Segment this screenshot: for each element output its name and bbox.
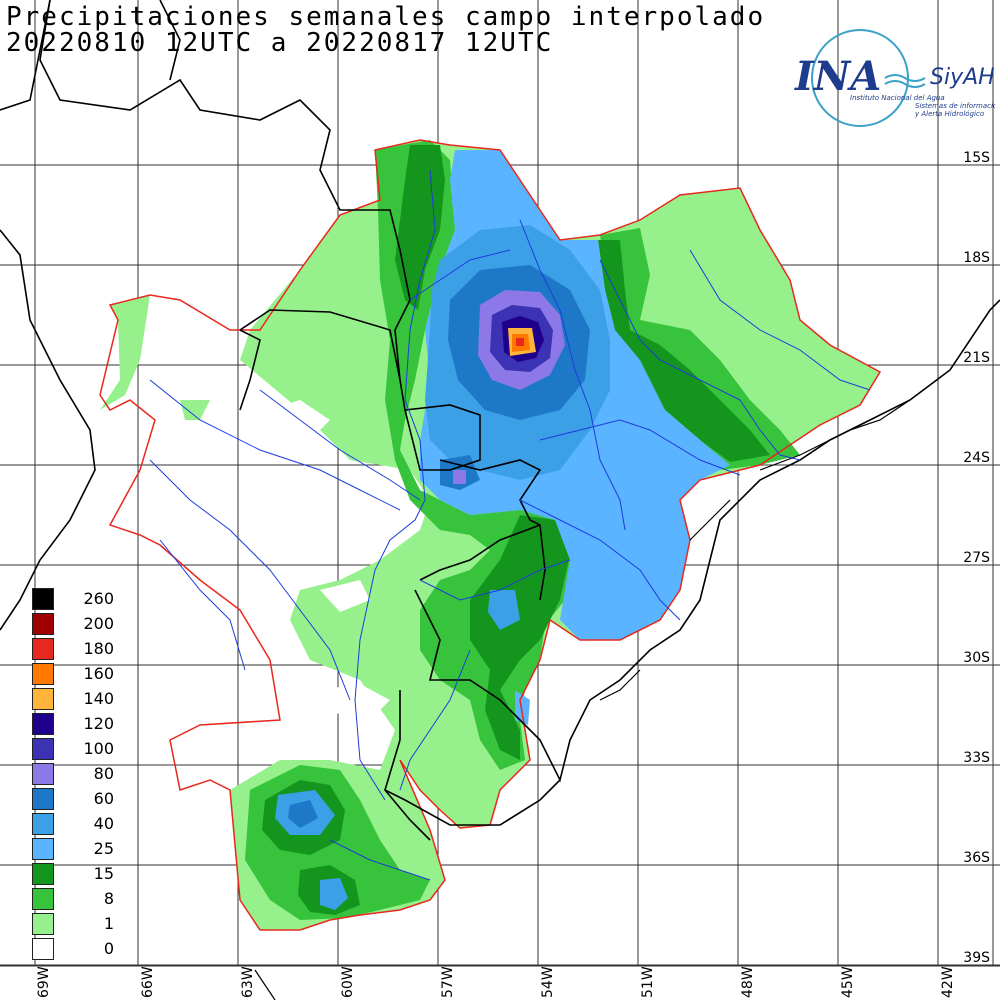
longitude-label: 69W <box>36 966 52 998</box>
longitude-label: 54W <box>540 966 556 998</box>
legend-row: 180 <box>32 636 114 661</box>
legend-label: 140 <box>83 689 114 708</box>
map-date-range: 20220810 12UTC a 20220817 12UTC <box>6 28 554 58</box>
longitude-label: 63W <box>240 966 256 998</box>
legend-label: 180 <box>83 639 114 658</box>
legend-label: 60 <box>93 789 114 808</box>
field-40mm-d <box>320 878 348 910</box>
legend-swatch <box>32 662 54 685</box>
legend-label: 120 <box>83 714 114 733</box>
legend-row: 15 <box>32 861 114 886</box>
svg-text:Instituto Nacional del Agua: Instituto Nacional del Agua <box>850 94 945 102</box>
latitude-label: 18S <box>963 250 990 266</box>
coastline <box>254 399 911 1000</box>
field-1mm-w <box>180 400 210 420</box>
legend-swatch <box>32 762 54 785</box>
legend-label: 80 <box>93 764 114 783</box>
legend-row: 120 <box>32 711 114 736</box>
latitude-label: 30S <box>963 650 990 666</box>
latitude-label: 39S <box>963 950 990 966</box>
precip-fields <box>100 140 880 930</box>
field-40mm-b <box>488 590 520 630</box>
field-60mm-c <box>288 800 318 828</box>
legend-row: 140 <box>32 686 114 711</box>
legend-swatch <box>32 912 54 935</box>
latitude-label: 36S <box>963 850 990 866</box>
field-15mm-mid <box>470 515 570 760</box>
legend-label: 25 <box>93 839 114 858</box>
longitude-label: 51W <box>640 966 656 998</box>
field-1mm-nw <box>100 295 150 410</box>
legend-row: 160 <box>32 661 114 686</box>
legend-swatch <box>32 887 54 910</box>
legend-swatch <box>32 737 54 760</box>
legend-swatch <box>32 937 54 960</box>
legend-row: 1 <box>32 911 114 936</box>
legend-row: 40 <box>32 811 114 836</box>
field-180mm <box>516 338 524 346</box>
legend-label: 0 <box>103 939 114 958</box>
legend-swatch <box>32 637 54 660</box>
field-25mm-b <box>515 690 530 725</box>
logo-ina-text: INA <box>794 53 881 100</box>
legend-row: 100 <box>32 736 114 761</box>
legend-row: 8 <box>32 886 114 911</box>
longitude-label: 60W <box>340 966 356 998</box>
legend-label: 1 <box>103 914 114 933</box>
longitude-label: 45W <box>840 966 856 998</box>
legend-label: 160 <box>83 664 114 683</box>
legend-row: 0 <box>32 936 114 961</box>
legend-row: 260 <box>32 586 114 611</box>
legend-swatch <box>32 812 54 835</box>
ina-siyah-logo: INA SiyAH Instituto Nacional del Agua Si… <box>790 28 1000 138</box>
field-8mm-east <box>600 228 800 470</box>
basin-boundary <box>99 139 882 931</box>
svg-text:Sistemas de información: Sistemas de información <box>915 102 995 110</box>
latitude-label: 24S <box>963 450 990 466</box>
latitude-label: 21S <box>963 350 990 366</box>
precip-legend: 260 200 180 160 140 120 100 80 60 40 25 15 8 1 0 <box>32 586 114 961</box>
legend-swatch <box>32 612 54 635</box>
legend-label: 200 <box>83 614 114 633</box>
legend-row: 200 <box>32 611 114 636</box>
legend-row: 25 <box>32 836 114 861</box>
legend-swatch <box>32 687 54 710</box>
country-borders <box>0 0 1000 841</box>
rivers <box>149 169 871 881</box>
longitude-label: 57W <box>440 966 456 998</box>
legend-swatch <box>32 787 54 810</box>
field-15mm <box>395 145 445 310</box>
legend-label: 8 <box>103 889 114 908</box>
legend-swatch <box>32 712 54 735</box>
legend-swatch <box>32 862 54 885</box>
longitude-label: 42W <box>940 966 956 998</box>
legend-row: 80 <box>32 761 114 786</box>
svg-text:y Alerta Hidrológico: y Alerta Hidrológico <box>914 110 984 118</box>
legend-label: 260 <box>83 589 114 608</box>
longitude-label: 66W <box>140 966 156 998</box>
legend-row: 60 <box>32 786 114 811</box>
legend-label: 100 <box>83 739 114 758</box>
latitude-label: 33S <box>963 750 990 766</box>
logo-siyah-text: SiyAH <box>930 65 995 90</box>
legend-label: 40 <box>93 814 114 833</box>
longitude-label: 48W <box>740 966 756 998</box>
field-80mm-b <box>453 470 466 484</box>
legend-swatch <box>32 837 54 860</box>
legend-swatch <box>32 587 54 610</box>
map-title: Precipitaciones semanales campo interpol… <box>6 2 766 32</box>
latitude-label: 27S <box>963 550 990 566</box>
latitude-label: 15S <box>963 150 990 166</box>
legend-label: 15 <box>93 864 114 883</box>
